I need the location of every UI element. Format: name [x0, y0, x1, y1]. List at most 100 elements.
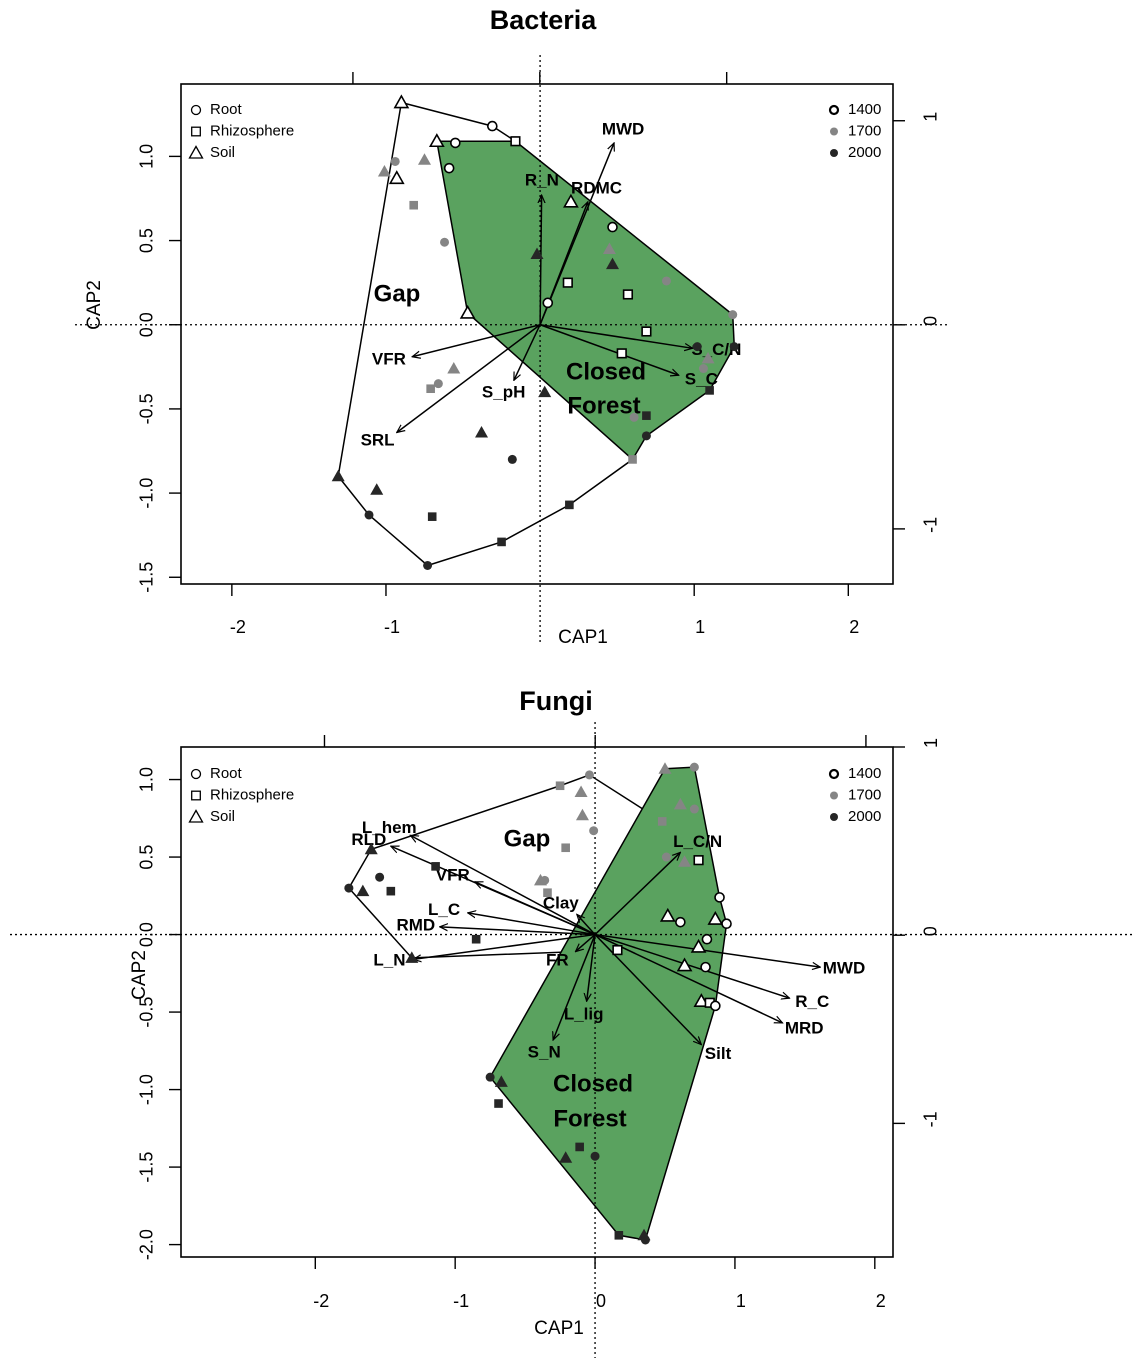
- point: [563, 193, 579, 208]
- point: [701, 933, 713, 945]
- legend-symbol: [190, 104, 202, 116]
- chart-title: Bacteria: [490, 5, 598, 35]
- point: [443, 162, 455, 174]
- legend-symbol: [828, 768, 840, 780]
- point: [364, 510, 374, 520]
- y2-tick-label: -1: [921, 517, 941, 533]
- point: [728, 310, 738, 320]
- point: [542, 297, 554, 309]
- y-tick-label: 0.5: [137, 845, 157, 870]
- chart-title: Fungi: [519, 686, 592, 716]
- point: [405, 951, 419, 963]
- point: [390, 156, 400, 166]
- y-axis-title: CAP2: [129, 950, 150, 1000]
- legend-label: Root: [210, 101, 243, 118]
- point: [692, 342, 702, 352]
- biplot-arrow: [540, 195, 542, 325]
- arrow-label: L_lig: [564, 1005, 604, 1024]
- x-tick-label: 1: [736, 1291, 746, 1311]
- legend-label: 1400: [848, 765, 881, 782]
- legend-label: 2000: [848, 808, 881, 825]
- biplot-arrow: [440, 927, 596, 936]
- group-label: Gap: [504, 825, 551, 852]
- arrow-label: R_N: [525, 171, 559, 190]
- biplot-arrow: [594, 933, 789, 999]
- y-tick-label: -2.0: [137, 1229, 157, 1260]
- biplot-arrow: [539, 323, 693, 349]
- point: [561, 843, 570, 853]
- point: [562, 277, 573, 288]
- point: [675, 916, 686, 928]
- point: [375, 872, 385, 882]
- y2-tick-label: 1: [921, 738, 941, 748]
- y-tick-label: 0.0: [137, 922, 157, 947]
- point: [433, 379, 443, 389]
- biplot-arrow: [539, 324, 679, 376]
- point: [574, 785, 588, 797]
- biplot-arrow: [397, 324, 541, 433]
- legend-symbol: [188, 145, 204, 159]
- point: [659, 907, 676, 922]
- point: [423, 560, 433, 570]
- y-tick-label: -1.0: [137, 1074, 157, 1105]
- biplot-arrow: [513, 324, 541, 381]
- point: [612, 944, 623, 956]
- point: [616, 348, 627, 359]
- point: [426, 384, 435, 394]
- point: [431, 862, 440, 871]
- arrow-label: VFR: [372, 350, 406, 369]
- y-tick-label: -1.0: [137, 478, 157, 509]
- legend-symbol: [830, 149, 838, 157]
- point: [497, 537, 506, 547]
- arrow-label: FR: [546, 950, 569, 969]
- x-tick-label: -1: [384, 617, 400, 637]
- arrow-label: MWD: [823, 959, 865, 978]
- legend-symbol: [830, 791, 838, 800]
- point: [440, 237, 450, 247]
- point: [370, 483, 384, 495]
- point: [614, 1230, 624, 1240]
- point: [707, 910, 724, 925]
- point: [629, 412, 639, 422]
- point: [673, 797, 687, 810]
- point: [714, 892, 725, 903]
- point: [589, 826, 599, 836]
- arrow-label: RDMC: [571, 178, 622, 197]
- point: [510, 136, 521, 147]
- point: [377, 165, 391, 177]
- group-label: Closed: [566, 358, 646, 385]
- point: [658, 762, 672, 774]
- y-tick-label: -0.5: [137, 393, 157, 424]
- point: [622, 289, 634, 300]
- point: [693, 993, 710, 1008]
- x-tick-label: -1: [453, 1291, 469, 1311]
- point: [487, 120, 498, 132]
- arrow-label: VFR: [436, 866, 470, 885]
- x-tick-label: 2: [876, 1291, 886, 1311]
- hull: [337, 101, 634, 567]
- arrow-label: SRL: [361, 430, 395, 449]
- legend-symbol: [191, 790, 201, 801]
- point: [331, 469, 345, 482]
- point: [640, 1235, 650, 1245]
- point: [409, 200, 419, 210]
- x-tick-label: 1: [695, 617, 705, 637]
- arrow-label: L_N: [373, 951, 405, 970]
- point: [540, 875, 550, 885]
- y2-tick-label: 0: [921, 926, 941, 936]
- group-label: Gap: [374, 280, 421, 307]
- x-tick-label: -2: [313, 1291, 329, 1311]
- arrow-label: L_hem: [362, 818, 417, 837]
- biplot-arrow: [413, 933, 596, 960]
- x-tick-label: -2: [230, 617, 246, 637]
- arrow-label: RLD: [351, 830, 386, 849]
- point: [538, 385, 552, 398]
- y-tick-label: -0.5: [137, 997, 157, 1028]
- point: [584, 770, 594, 780]
- point: [471, 934, 481, 944]
- point: [661, 276, 671, 286]
- arrow-label: S_N: [528, 1042, 561, 1061]
- arrow-label: L_C: [428, 900, 460, 919]
- arrow-label: R_C: [795, 992, 829, 1011]
